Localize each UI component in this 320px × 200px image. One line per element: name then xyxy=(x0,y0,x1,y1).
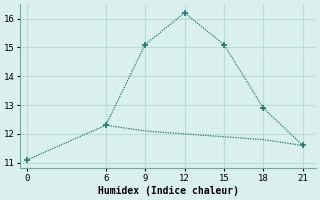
X-axis label: Humidex (Indice chaleur): Humidex (Indice chaleur) xyxy=(98,186,239,196)
